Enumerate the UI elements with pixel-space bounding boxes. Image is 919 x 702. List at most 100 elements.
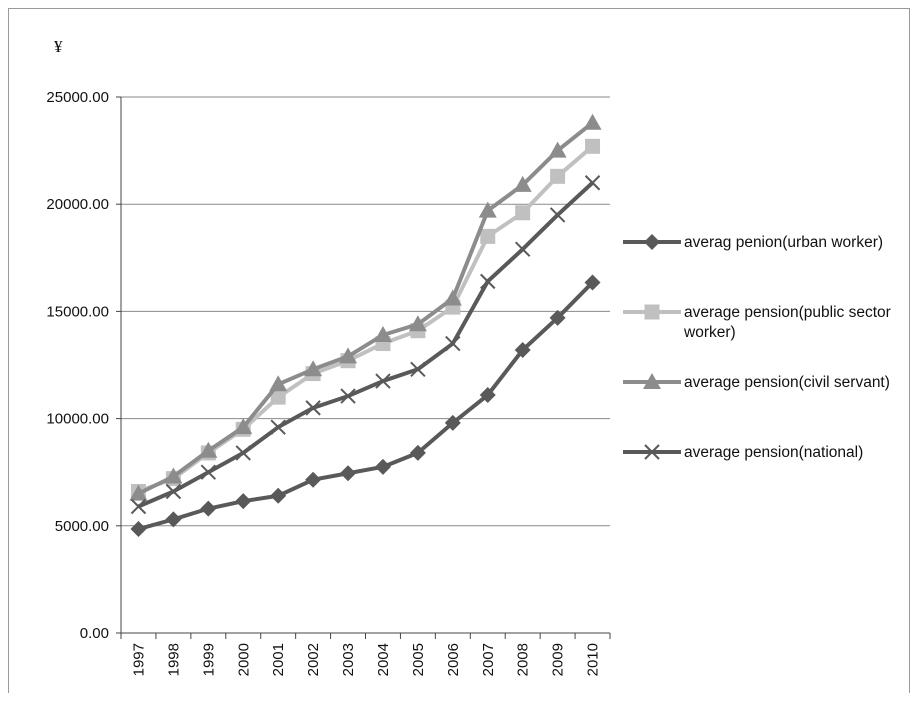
data-point-x-stroke xyxy=(480,273,496,290)
data-point-diamond xyxy=(514,341,531,358)
data-point-x xyxy=(130,498,147,515)
y-axis-unit-label: ¥ xyxy=(54,37,63,56)
data-point-triangle xyxy=(513,175,532,192)
data-point-square xyxy=(480,228,496,244)
data-point-triangle xyxy=(304,360,323,377)
data-point-diamond xyxy=(235,493,252,510)
y-tick-label: 20000.00 xyxy=(46,196,109,213)
data-point-x-stroke xyxy=(584,175,601,191)
y-tick-label: 5000.00 xyxy=(55,518,109,535)
data-point-diamond xyxy=(200,500,217,517)
chart-frame xyxy=(8,8,910,693)
legend-label: averag penion(urban worker) xyxy=(684,234,883,251)
data-point-x xyxy=(235,445,251,461)
data-point-x xyxy=(410,361,426,377)
data-point-diamond xyxy=(409,444,426,461)
data-point-x xyxy=(375,373,391,389)
y-tick-label: 25000.00 xyxy=(46,89,109,106)
legend-label: average pension(civil servant) xyxy=(684,374,890,391)
series-4 xyxy=(130,175,601,515)
data-point-diamond xyxy=(270,487,287,504)
data-point-triangle xyxy=(373,325,392,342)
legend-item-4: average pension(national) xyxy=(623,444,863,461)
axes xyxy=(120,97,611,639)
data-point-triangle xyxy=(129,484,148,501)
legend-label: average pension(national) xyxy=(684,444,863,461)
data-point-x-stroke xyxy=(130,498,147,515)
data-point-square xyxy=(644,304,660,320)
data-point-x-stroke xyxy=(514,241,531,257)
legend-item-3: average pension(civil servant) xyxy=(623,373,890,391)
data-point-x xyxy=(549,207,566,223)
data-point-x xyxy=(644,444,660,460)
data-point-diamond xyxy=(444,414,461,431)
data-point-x xyxy=(480,273,496,290)
x-tick-label: 2004 xyxy=(375,643,392,676)
data-point-x-stroke xyxy=(340,388,356,404)
legend-item-2: average pension(public sector worker) xyxy=(623,304,891,341)
data-point-triangle xyxy=(548,141,567,158)
data-point-x-stroke xyxy=(235,445,251,461)
x-tick-label: 2000 xyxy=(235,643,252,676)
x-tick-label: 2008 xyxy=(515,643,532,676)
data-point-x-stroke xyxy=(270,419,286,435)
data-point-x-stroke xyxy=(165,483,182,500)
data-point-diamond xyxy=(644,234,660,250)
x-tick-label: 1998 xyxy=(165,643,182,676)
x-tick-label: 2001 xyxy=(270,643,287,676)
series-layer xyxy=(129,113,602,538)
y-tick-label: 0.00 xyxy=(80,625,109,642)
data-point-triangle xyxy=(199,441,218,458)
data-point-triangle xyxy=(478,201,497,218)
data-point-x xyxy=(584,175,601,191)
data-point-triangle xyxy=(443,289,462,306)
x-tick-label: 2003 xyxy=(340,643,357,676)
data-point-x xyxy=(270,419,286,435)
series-line xyxy=(137,281,594,531)
data-point-x-stroke xyxy=(410,361,426,377)
data-point-triangle xyxy=(269,375,288,392)
data-point-triangle xyxy=(583,113,602,130)
x-tick-label: 1997 xyxy=(130,643,147,676)
x-tick-label: 1999 xyxy=(200,643,217,676)
data-point-x xyxy=(340,388,356,404)
series-3 xyxy=(129,113,602,501)
data-point-x xyxy=(514,241,531,257)
legend-item-1: averag penion(urban worker) xyxy=(623,234,883,251)
data-point-triangle xyxy=(643,373,661,389)
data-point-x-stroke xyxy=(644,444,660,460)
data-point-square xyxy=(550,168,566,184)
data-point-diamond xyxy=(374,458,391,475)
series-line xyxy=(137,144,594,494)
data-point-triangle xyxy=(164,467,183,484)
data-point-square xyxy=(515,205,531,221)
data-point-diamond xyxy=(165,511,182,528)
gridlines xyxy=(116,96,610,634)
x-tick-label: 2007 xyxy=(480,643,497,676)
data-point-x-stroke xyxy=(445,335,461,352)
data-point-x-stroke xyxy=(549,207,566,223)
data-point-triangle xyxy=(408,315,427,332)
x-tick-label: 2010 xyxy=(585,643,602,676)
data-point-diamond xyxy=(584,274,601,291)
data-point-x-stroke xyxy=(200,464,217,480)
data-point-x-stroke xyxy=(375,373,391,389)
y-tick-label: 10000.00 xyxy=(46,411,109,428)
data-point-square xyxy=(585,138,601,154)
data-point-x xyxy=(445,335,461,352)
legend: averag penion(urban worker) average pensi… xyxy=(623,234,891,461)
legend-label: worker) xyxy=(683,324,736,341)
x-tick-labels: 1997 1998 1999 2000 2001 2002 2003 2004 2005 2006… xyxy=(130,643,601,676)
data-point-diamond xyxy=(549,309,566,326)
data-point-x-stroke xyxy=(305,400,321,416)
data-point-x xyxy=(305,400,321,416)
data-point-diamond xyxy=(340,465,357,482)
y-tick-label: 15000.00 xyxy=(46,303,109,320)
data-point-x xyxy=(165,483,182,500)
data-point-x xyxy=(200,464,217,480)
x-tick-label: 2002 xyxy=(305,643,322,676)
data-point-diamond xyxy=(479,387,496,404)
series-line xyxy=(137,121,594,496)
data-point-triangle xyxy=(234,418,253,435)
